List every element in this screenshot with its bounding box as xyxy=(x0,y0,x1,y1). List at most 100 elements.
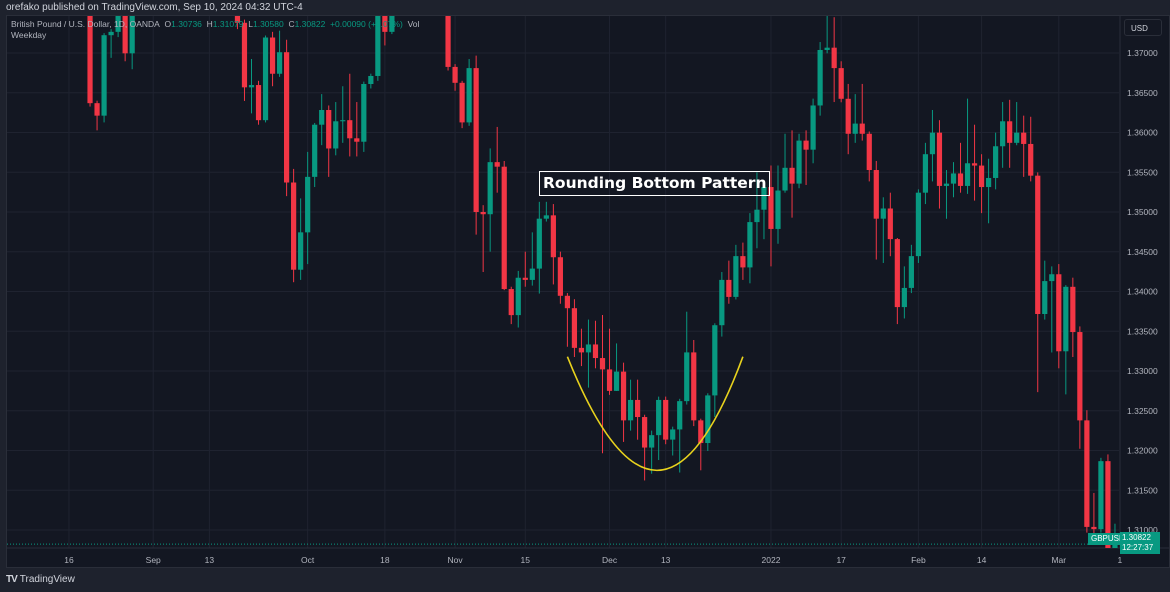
candle-body xyxy=(234,16,241,23)
candle-body xyxy=(817,49,823,106)
candle-bearish xyxy=(1056,264,1062,369)
candle-body xyxy=(986,177,992,188)
candle-body xyxy=(487,162,493,215)
candle-body xyxy=(571,308,578,348)
bar-countdown: 12:27:37 xyxy=(1122,543,1154,552)
candle-bullish xyxy=(901,266,907,319)
candle-body xyxy=(754,209,760,223)
candle-body xyxy=(627,399,634,421)
candle-bullish xyxy=(389,16,395,35)
candle-bearish xyxy=(1077,326,1083,449)
brand-footer[interactable]: TV TradingView xyxy=(6,574,75,585)
candle-body xyxy=(501,166,507,290)
candle-bullish xyxy=(993,132,999,190)
candle-body xyxy=(915,192,921,257)
candle-bullish xyxy=(684,311,690,405)
candle-bearish xyxy=(599,314,606,454)
x-tick-label: Oct xyxy=(301,555,315,565)
close-value: 1.30822 xyxy=(294,19,326,29)
x-tick-label: 15 xyxy=(521,555,531,565)
candle-body xyxy=(810,105,816,150)
candle-bullish xyxy=(1042,260,1048,320)
candle-bearish xyxy=(1084,410,1090,533)
candle-bearish xyxy=(508,286,514,325)
candle-body xyxy=(901,287,907,308)
candle-bullish xyxy=(754,172,760,249)
candle-bearish xyxy=(1035,172,1041,393)
candle-body xyxy=(508,289,514,316)
candle-bearish xyxy=(234,16,241,30)
candle-bearish xyxy=(936,120,943,209)
candle-bullish xyxy=(466,59,472,126)
candle-body xyxy=(1035,175,1041,314)
candle-bullish xyxy=(515,270,521,328)
candle-body xyxy=(768,187,774,229)
candle-bearish xyxy=(480,205,486,273)
candle-body xyxy=(845,98,851,134)
candle-bullish xyxy=(613,343,620,391)
candle-bearish xyxy=(564,293,570,347)
candle-body xyxy=(1014,132,1020,143)
candle-bullish xyxy=(1000,102,1006,168)
candle-bullish xyxy=(536,201,542,294)
candle-body xyxy=(347,120,353,139)
candle-body xyxy=(1028,143,1034,176)
candle-body xyxy=(599,358,606,370)
candle-bullish xyxy=(101,33,107,123)
last-price-label: 1.30822 12:27:37 xyxy=(1120,532,1160,554)
candle-body xyxy=(255,85,262,121)
candle-body xyxy=(880,208,886,219)
candle-bullish xyxy=(340,86,346,143)
candle-body xyxy=(964,163,971,186)
candle-bearish xyxy=(873,160,879,260)
candle-body xyxy=(466,68,472,123)
candle-body xyxy=(585,344,592,353)
candle-body xyxy=(733,256,739,297)
candle-bearish xyxy=(1007,99,1013,168)
candle-body xyxy=(761,187,767,210)
candle-bearish xyxy=(445,16,451,71)
candle-body xyxy=(1084,420,1090,527)
candle-bearish xyxy=(740,242,746,280)
x-tick-label: 13 xyxy=(661,555,671,565)
candle-body xyxy=(459,82,465,123)
candle-bearish xyxy=(452,64,458,91)
candle-bullish xyxy=(929,110,936,182)
candle-body xyxy=(389,16,395,32)
open-label: O xyxy=(164,19,172,29)
candle-bullish xyxy=(943,170,950,219)
currency-button[interactable]: USD xyxy=(1124,19,1162,36)
candle-bullish xyxy=(319,94,325,146)
candle-body xyxy=(101,35,107,116)
candle-body xyxy=(705,395,711,444)
candle-bearish xyxy=(382,16,388,46)
candle-body xyxy=(789,167,795,184)
candle-bearish xyxy=(557,251,563,304)
candle-body xyxy=(312,124,318,177)
candle-body xyxy=(950,173,957,184)
x-tick-label: Nov xyxy=(448,555,464,565)
candle-bearish xyxy=(1070,277,1076,358)
candle-bearish xyxy=(578,328,585,367)
candle-body xyxy=(1098,461,1104,530)
candle-body xyxy=(922,154,929,193)
candle-body xyxy=(129,16,135,54)
candle-bullish xyxy=(543,201,549,222)
candle-bullish xyxy=(262,35,269,123)
change-value: +0.00090 (+0.07%) xyxy=(330,19,403,29)
candle-bullish xyxy=(305,151,311,265)
candle-body xyxy=(859,123,865,134)
candle-body xyxy=(326,110,332,149)
candle-body xyxy=(241,22,248,88)
candle-body xyxy=(663,399,669,440)
y-tick-label: 1.32500 xyxy=(1127,406,1158,416)
candle-bearish xyxy=(691,339,697,427)
candle-bearish xyxy=(831,17,837,103)
candle-body xyxy=(894,239,900,308)
candle-bearish xyxy=(887,192,893,257)
candle-bearish xyxy=(87,16,93,107)
candle-body xyxy=(291,182,297,270)
candle-bullish xyxy=(761,181,767,240)
candle-body xyxy=(726,279,732,297)
